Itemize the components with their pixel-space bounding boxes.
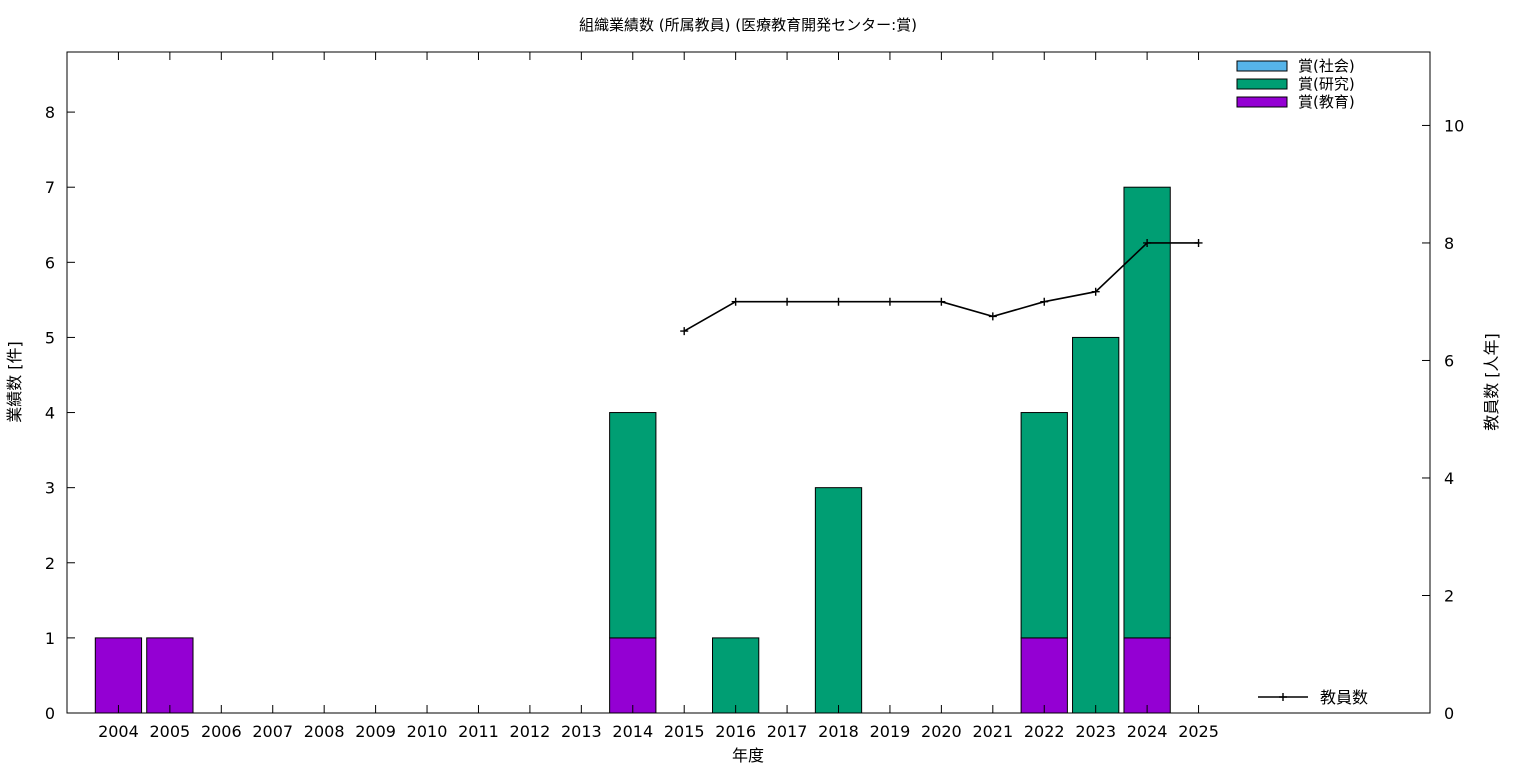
- legend-line-marker: [1279, 693, 1287, 701]
- x-tick-label-2016: 2016: [715, 722, 756, 741]
- y2-tick-label-0: 0: [1444, 704, 1454, 723]
- x-tick-label-2017: 2017: [767, 722, 808, 741]
- legend-label-0: 賞(社会): [1298, 57, 1355, 75]
- faculty-count-point-2020: [937, 297, 946, 306]
- chart-title: 組織業績数 (所属教員) (医療教育開発センター:賞): [579, 16, 917, 34]
- bar-2014-series-1: [609, 412, 657, 639]
- y-tick-label-5: 5: [45, 328, 55, 347]
- y2-tick-label-8: 8: [1444, 234, 1454, 253]
- bar-2004-series-0: [94, 637, 143, 714]
- faculty-count-point-2025: [1194, 238, 1203, 247]
- y-tick-label-8: 8: [45, 103, 55, 122]
- x-tick-label-2007: 2007: [252, 722, 293, 741]
- bar-2023-series-1: [1072, 336, 1120, 714]
- faculty-count-point-2024: [1143, 238, 1152, 247]
- legend-label-2: 賞(教育): [1298, 93, 1355, 111]
- x-tick-label-2004: 2004: [98, 722, 139, 741]
- x-tick-label-2019: 2019: [870, 722, 911, 741]
- x-tick-label-2023: 2023: [1075, 722, 1116, 741]
- y-tick-label-4: 4: [45, 404, 55, 423]
- bar-2014-series-0: [609, 637, 657, 714]
- faculty-count-point-2016: [731, 297, 740, 306]
- legend-swatch-2: [1236, 96, 1288, 108]
- x-tick-label-2018: 2018: [818, 722, 859, 741]
- bar-2022-series-1: [1020, 412, 1068, 639]
- x-tick-label-2005: 2005: [150, 722, 191, 741]
- x-tick-label-2022: 2022: [1024, 722, 1065, 741]
- bar-2024-series-0: [1123, 637, 1171, 714]
- legend-label-1: 賞(研究): [1298, 75, 1355, 93]
- x-axis-label: 年度: [732, 746, 764, 765]
- y-axis-label: 業績数 [件]: [5, 341, 24, 423]
- bar-2018-series-1: [814, 487, 863, 714]
- bars-layer: [94, 186, 1171, 714]
- y-tick-label-7: 7: [45, 178, 55, 197]
- legend: 賞(社会)賞(研究)賞(教育) 教員数: [1236, 57, 1368, 707]
- y2-tick-label-10: 10: [1444, 116, 1464, 135]
- x-tick-label-2013: 2013: [561, 722, 602, 741]
- legend-swatch-0: [1236, 60, 1288, 72]
- line-layer: [680, 238, 1203, 336]
- y2-axis-label: 教員数 [人年]: [1482, 333, 1501, 431]
- y2-tick-label-2: 2: [1444, 586, 1454, 605]
- ticks-layer: 0 1 2 3 4 5 6 7 8 0 2 4 6 8 10 2004 2005 2006 2007 2008 2009…: [45, 52, 1464, 741]
- y2-tick-label-4: 4: [1444, 469, 1454, 488]
- faculty-count-point-2017: [783, 297, 792, 306]
- x-tick-label-2025: 2025: [1178, 722, 1219, 741]
- y-tick-label-1: 1: [45, 629, 55, 648]
- y2-tick-label-6: 6: [1444, 351, 1454, 370]
- x-tick-label-2014: 2014: [612, 722, 653, 741]
- x-tick-label-2020: 2020: [921, 722, 962, 741]
- y-tick-label-3: 3: [45, 479, 55, 498]
- x-tick-label-2012: 2012: [510, 722, 551, 741]
- x-tick-label-2015: 2015: [664, 722, 705, 741]
- x-tick-label-2010: 2010: [407, 722, 448, 741]
- faculty-count-line: [683, 242, 1199, 332]
- faculty-count-point-2021: [988, 312, 997, 321]
- faculty-count-point-2022: [1040, 297, 1049, 306]
- legend-label-line: 教員数: [1320, 688, 1368, 707]
- bar-2022-series-0: [1020, 637, 1068, 714]
- plot-frame: [66, 51, 1431, 714]
- legend-swatch-1: [1236, 78, 1288, 90]
- x-tick-label-2024: 2024: [1127, 722, 1168, 741]
- bar-2024-series-1: [1123, 186, 1171, 639]
- y-tick-label-0: 0: [45, 704, 55, 723]
- faculty-count-point-2023: [1091, 287, 1100, 296]
- x-tick-label-2011: 2011: [458, 722, 499, 741]
- x-tick-label-2009: 2009: [355, 722, 396, 741]
- faculty-count-point-2019: [885, 297, 894, 306]
- faculty-count-point-2015: [680, 327, 689, 336]
- y-tick-label-6: 6: [45, 253, 55, 272]
- x-tick-label-2006: 2006: [201, 722, 242, 741]
- y-tick-label-2: 2: [45, 554, 55, 573]
- x-tick-label-2021: 2021: [972, 722, 1013, 741]
- bar-2016-series-1: [712, 637, 760, 714]
- faculty-count-point-2018: [834, 297, 843, 306]
- x-tick-label-2008: 2008: [304, 722, 345, 741]
- bar-2005-series-0: [146, 637, 194, 714]
